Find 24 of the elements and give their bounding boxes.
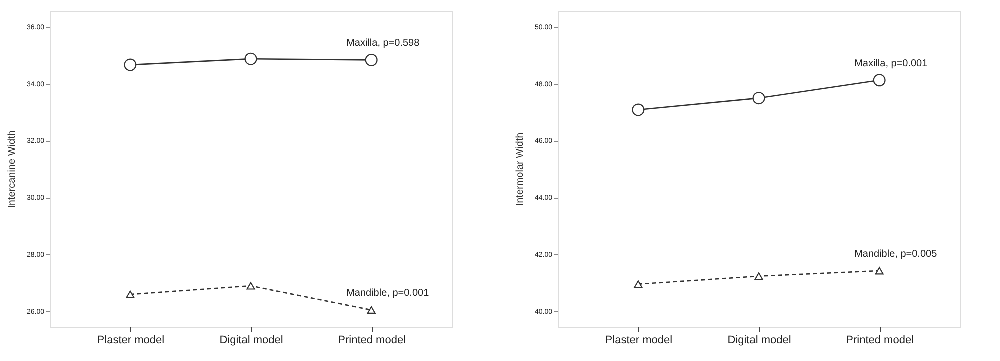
x-tick-label: Plaster model	[97, 334, 165, 346]
series-label: Maxilla, p=0.001	[854, 58, 928, 70]
point	[873, 74, 886, 87]
x-tick-label: Plaster model	[605, 334, 673, 346]
point	[124, 58, 137, 72]
y-axis-title: Intermolar Width	[514, 132, 526, 206]
x-tick-label: Digital model	[728, 334, 792, 346]
x-tick-label: Digital model	[220, 334, 284, 346]
x-tick-label: Printed model	[338, 334, 406, 346]
point	[875, 267, 884, 275]
point	[754, 272, 764, 280]
point	[246, 282, 256, 290]
point	[632, 104, 645, 116]
x-tick-label: Printed model	[846, 334, 914, 346]
point	[126, 290, 135, 298]
point	[365, 54, 378, 66]
point	[752, 92, 766, 105]
point	[367, 306, 376, 314]
point	[634, 280, 643, 288]
point	[244, 52, 258, 66]
series-label: Mandible, p=0.001	[346, 288, 430, 300]
series-label: Mandible, p=0.005	[854, 248, 938, 260]
y-axis-title: Intercanine Width	[6, 130, 18, 208]
series-label: Maxilla, p=0.598	[346, 38, 420, 50]
